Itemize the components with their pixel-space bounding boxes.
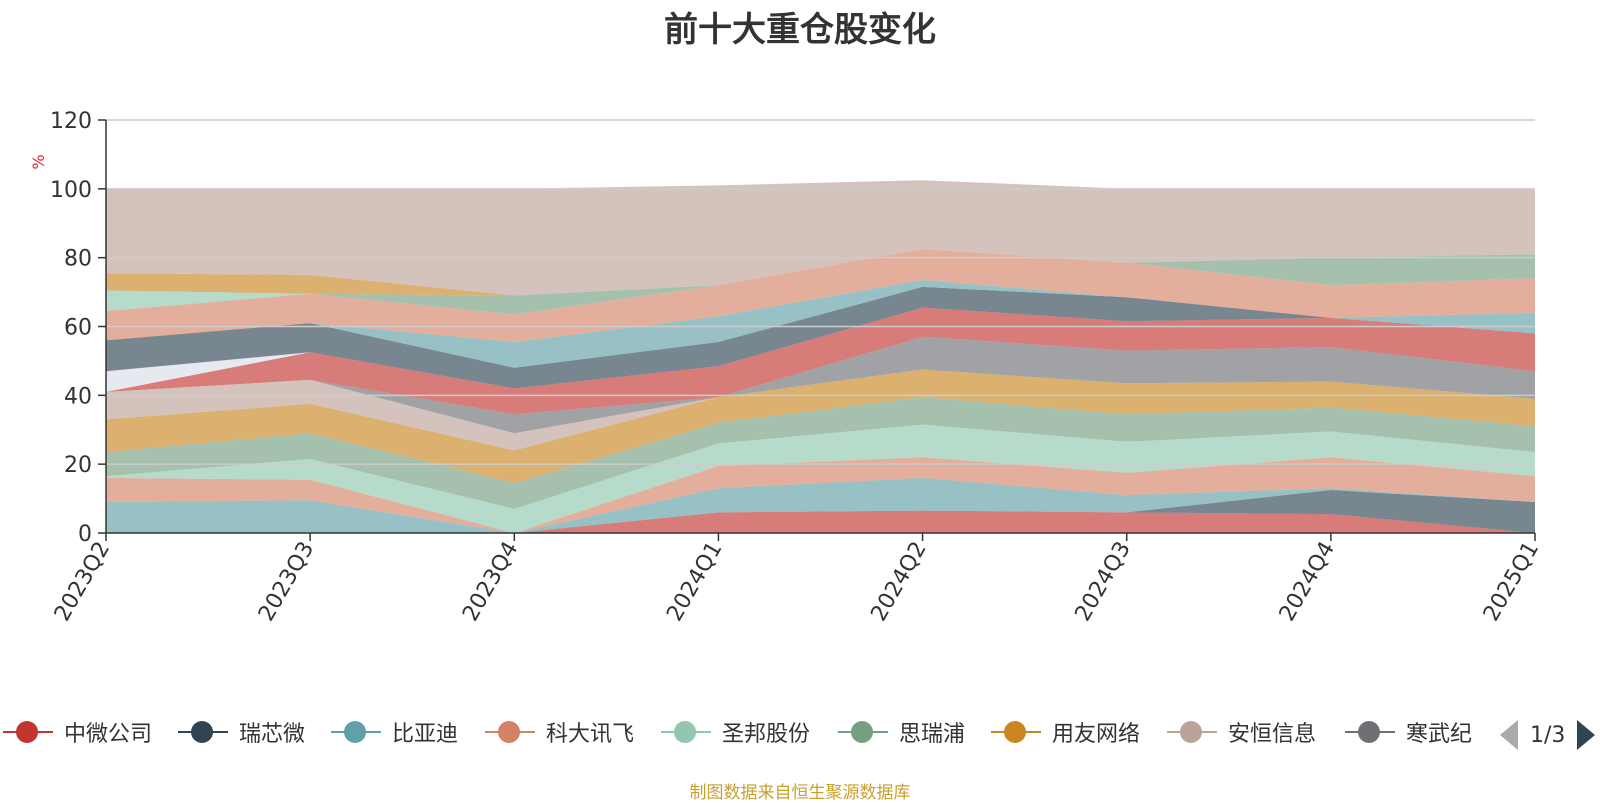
legend-marker-dot [498, 721, 520, 743]
chart-title: 前十大重仓股变化 [664, 10, 936, 50]
series-area-2 [106, 490, 1535, 533]
series-area-10 [106, 307, 1535, 415]
series-areas [106, 180, 1535, 533]
legend-marker-dot [1004, 721, 1026, 743]
series-area-16 [106, 249, 1535, 315]
legend-marker-icon [330, 712, 382, 752]
legend-label: 圣邦股份 [722, 722, 811, 747]
legend-item[interactable]: 中微公司 [2, 712, 152, 752]
source-note: 制图数据来自恒生聚源数据库 [689, 783, 911, 803]
series-area-5 [106, 424, 1535, 533]
series-area-4 [106, 457, 1535, 533]
legend-marker-dot [674, 721, 696, 743]
legend-item[interactable]: 安恒信息 [1166, 712, 1316, 752]
series-area-12 [106, 286, 1535, 389]
legend-label: 中微公司 [64, 722, 153, 747]
legend-next-page-icon[interactable] [1577, 720, 1596, 750]
legend-marker-dot [16, 721, 38, 743]
legend-marker-dot [191, 721, 213, 743]
legend-item[interactable]: 科大讯飞 [484, 712, 634, 752]
legend-label: 思瑞浦 [899, 722, 966, 747]
series-area-18 [106, 180, 1535, 296]
series-area-17 [106, 249, 1535, 296]
legend-label: 安恒信息 [1228, 722, 1317, 747]
y-tick-label: 120 [50, 109, 92, 134]
legend-marker-dot [1358, 721, 1380, 743]
legend-label: 科大讯飞 [546, 722, 635, 747]
legend-marker-dot [1180, 721, 1202, 743]
y-tick-label: 60 [64, 316, 92, 341]
legend-item[interactable]: 比亚迪 [330, 712, 458, 752]
x-tick-label: 2024Q1 [662, 538, 727, 626]
x-tick-label: 2024Q2 [866, 538, 931, 626]
x-tick-label: 2023Q4 [458, 538, 523, 626]
y-tick-label: 0 [78, 522, 92, 547]
series-area-7 [106, 369, 1535, 484]
legend-marker-icon [837, 712, 889, 752]
legend-item[interactable]: 思瑞浦 [837, 712, 965, 752]
x-tick-label: 2025Q1 [1479, 538, 1544, 626]
legend-marker-icon [1166, 712, 1218, 752]
legend-page-indicator: 1/3 [1530, 722, 1566, 748]
series-area-1 [106, 510, 1535, 533]
legend-label: 比亚迪 [392, 722, 459, 747]
legend-marker-icon [660, 712, 712, 752]
legend-item[interactable]: 寒武纪 [1344, 712, 1472, 752]
legend-marker-icon [990, 712, 1042, 752]
legend-marker-dot [851, 721, 873, 743]
x-tick-label: 2024Q3 [1071, 538, 1136, 626]
legend-marker-icon [1344, 712, 1396, 752]
legend-prev-page-icon[interactable] [1500, 720, 1518, 750]
legend-marker-dot [344, 721, 366, 743]
series-area-6 [106, 397, 1535, 509]
series-area-9 [106, 336, 1535, 434]
y-tick-label: 40 [64, 384, 92, 409]
legend-label: 寒武纪 [1406, 722, 1473, 747]
legend-marker-icon [2, 712, 54, 752]
y-tick-label: 20 [64, 453, 92, 478]
legend-item[interactable]: 瑞芯微 [177, 712, 305, 752]
legend-label: 用友网络 [1052, 722, 1141, 747]
legend-marker-icon [177, 712, 229, 752]
series-area-3 [106, 477, 1535, 533]
legend-label: 瑞芯微 [239, 722, 306, 747]
y-axis-label: % [29, 154, 48, 169]
x-tick-label: 2023Q3 [254, 538, 319, 626]
legend-item[interactable]: 圣邦股份 [660, 712, 810, 752]
series-area-13 [106, 280, 1535, 368]
y-tick-label: 100 [50, 178, 92, 203]
x-tick-label: 2023Q2 [50, 538, 115, 626]
legend-item[interactable]: 用友网络 [990, 712, 1140, 752]
legend-marker-icon [484, 712, 536, 752]
y-tick-label: 80 [64, 247, 92, 272]
x-tick-label: 2024Q4 [1275, 538, 1340, 626]
legend-pager: 1/3 [1500, 718, 1596, 752]
legend: 中微公司 瑞芯微 比亚迪 科大讯飞 圣邦股份 思瑞浦 用友网络 安恒信息 寒武纪 [0, 712, 1600, 752]
series-area-8 [106, 369, 1535, 451]
series-area-14 [106, 249, 1535, 342]
